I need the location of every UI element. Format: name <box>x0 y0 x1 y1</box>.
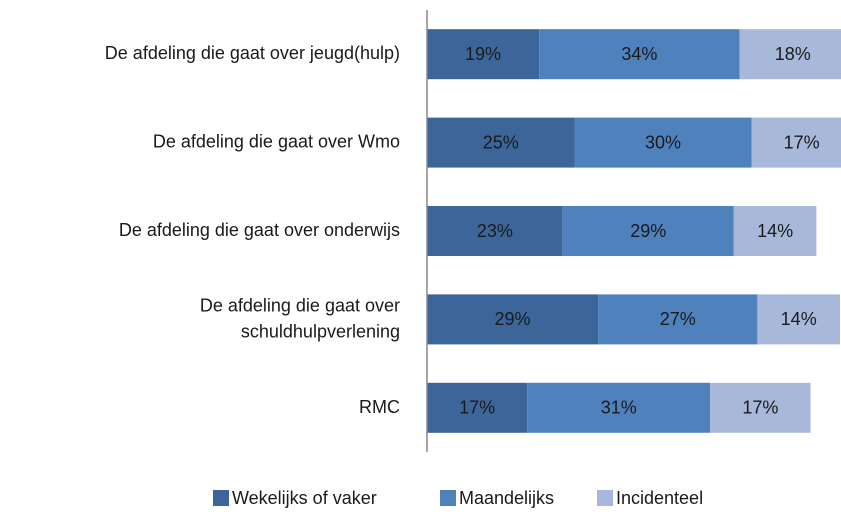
legend-swatch <box>440 490 456 506</box>
bar-segment <box>757 294 840 345</box>
bar-segment <box>427 29 540 80</box>
bar-segment <box>527 382 711 433</box>
legend-label: Wekelijks of vaker <box>232 488 377 508</box>
y-tick-label: RMC <box>359 397 400 417</box>
legend-swatch <box>213 490 229 506</box>
y-tick-label-line: De afdeling die gaat over onderwijs <box>119 220 400 240</box>
value-label: 19% <box>465 44 501 64</box>
value-label: 27% <box>660 309 696 329</box>
bar-segment <box>733 206 817 256</box>
legend-swatch <box>597 490 613 506</box>
bar-segment <box>427 294 599 345</box>
value-label: 18% <box>775 44 811 64</box>
bar-segment <box>562 206 734 256</box>
y-tick-label: De afdeling die gaat over Wmo <box>153 131 400 151</box>
value-label: 29% <box>630 221 666 241</box>
value-label: 25% <box>483 132 519 152</box>
y-tick-label-line: De afdeling die gaat over Wmo <box>153 131 400 151</box>
value-label: 29% <box>495 309 531 329</box>
bar-segment <box>427 382 528 433</box>
legend-label: Incidenteel <box>616 488 703 508</box>
bar-segment <box>427 206 563 256</box>
bar-segment <box>751 117 841 168</box>
y-tick-label: De afdeling die gaat over jeugd(hulp) <box>105 43 400 63</box>
value-label: 14% <box>757 221 793 241</box>
y-tick-label-line: De afdeling die gaat over jeugd(hulp) <box>105 43 400 63</box>
value-label: 17% <box>784 132 820 152</box>
bar-segment <box>710 382 811 433</box>
value-label: 14% <box>781 309 817 329</box>
bar-segment <box>539 29 740 80</box>
legend-label: Maandelijks <box>459 488 554 508</box>
value-label: 30% <box>645 132 681 152</box>
value-label: 23% <box>477 221 513 241</box>
bar-segment <box>598 294 758 345</box>
y-tick-label: De afdeling die gaat over onderwijs <box>119 220 400 240</box>
y-tick-label-line: schuldhulpverlening <box>241 321 400 341</box>
bar-segment <box>427 117 575 168</box>
value-label: 34% <box>621 44 657 64</box>
bar-segment <box>574 117 752 168</box>
y-tick-label-line: De afdeling die gaat over <box>200 295 400 315</box>
y-tick-label-line: RMC <box>359 397 400 417</box>
y-tick-label: De afdeling die gaat over schuldhulpverle… <box>200 295 400 341</box>
bar-segment <box>739 29 841 80</box>
value-label: 31% <box>601 398 637 418</box>
value-label: 17% <box>459 398 495 418</box>
value-label: 17% <box>742 398 778 418</box>
